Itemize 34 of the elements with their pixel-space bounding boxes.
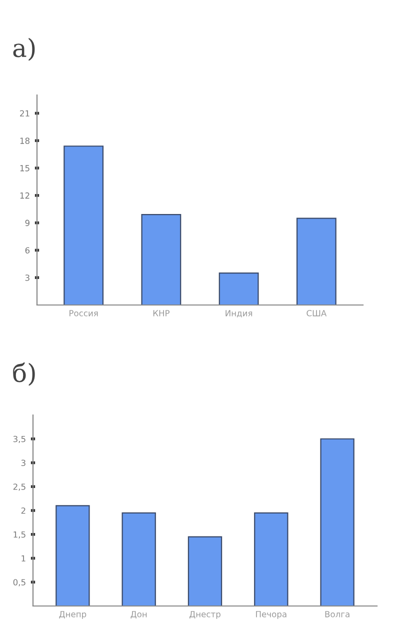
bar	[218, 272, 259, 305]
y-tick-label: 2	[21, 507, 26, 514]
x-tick-label: КНР	[153, 310, 170, 316]
y-tick-label: 18	[20, 138, 30, 144]
y-tick-label: 15	[20, 165, 30, 172]
x-tick-label: Индия	[226, 310, 252, 318]
x-tick-label: США	[306, 310, 327, 316]
y-tick-label: 21	[20, 110, 30, 116]
y-tick-label: 3	[25, 274, 30, 281]
x-tick-label: Днестр	[190, 611, 220, 619]
chart-title: б)	[13, 362, 35, 386]
x-tick-label: Волга	[325, 611, 350, 618]
y-tick-label: 12	[20, 192, 30, 199]
bar	[141, 214, 182, 305]
bar	[254, 512, 288, 606]
bar	[188, 536, 222, 606]
bar	[296, 218, 336, 305]
y-tick-label: 6	[25, 247, 30, 254]
bar	[64, 146, 104, 305]
bar	[320, 438, 354, 606]
x-tick-label: Печора	[256, 611, 286, 619]
y-tick-label: 1	[22, 555, 26, 562]
x-tick-label: Дон	[130, 611, 147, 618]
bar	[56, 505, 90, 606]
y-tick-label: 3	[21, 460, 26, 466]
chart-title: а)	[13, 38, 35, 61]
y-tick-label: 9	[25, 220, 30, 226]
y-tick-label: 1,5	[14, 531, 26, 539]
bar	[122, 512, 156, 606]
y-tick-label: 3,5	[13, 436, 26, 444]
y-tick-label: 0,5	[13, 579, 26, 586]
x-tick-label: Россия	[70, 310, 98, 316]
y-tick-label: 2,5	[13, 484, 26, 491]
x-tick-label: Днепр	[59, 611, 86, 619]
